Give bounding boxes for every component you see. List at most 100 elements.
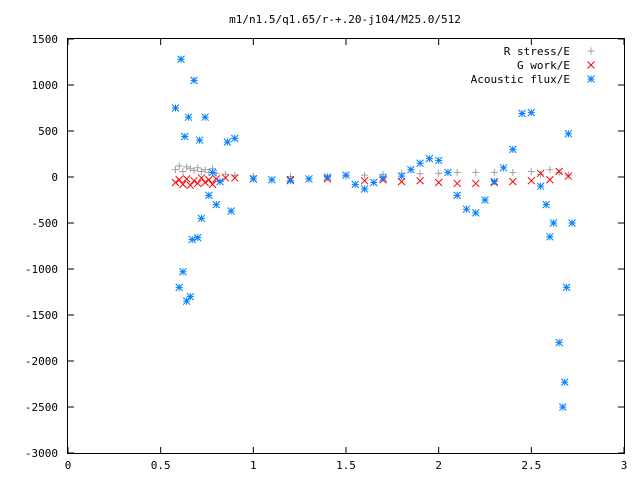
legend-label: R stress/E: [504, 45, 570, 58]
data-point: [471, 209, 480, 217]
data-point: [183, 163, 191, 171]
data-point: [179, 167, 187, 175]
data-point: [407, 165, 415, 174]
data-point: [208, 180, 217, 189]
y-tick-label: -1500: [25, 309, 58, 322]
data-point: [221, 174, 230, 182]
data-point: [342, 171, 350, 180]
data-point: [472, 168, 480, 176]
legend-label: Acoustic flux/E: [471, 73, 570, 86]
data-point: [204, 175, 213, 184]
data-point: [188, 235, 197, 244]
data-point: [171, 178, 180, 187]
data-point: [180, 132, 189, 141]
data-point: [194, 164, 202, 172]
data-point: [527, 176, 536, 185]
data-point: [175, 162, 183, 170]
data-point: [197, 167, 205, 175]
legend-marker: [587, 75, 595, 83]
legend-marker: [587, 61, 595, 69]
data-point: [186, 292, 195, 301]
data-point: [564, 129, 573, 138]
data-point: [546, 166, 554, 174]
data-point: [490, 177, 499, 186]
y-tick-label: 1500: [32, 33, 59, 46]
y-tick-label: -1000: [25, 263, 58, 276]
data-point: [453, 179, 462, 188]
data-point: [555, 338, 563, 347]
data-point: [562, 283, 571, 292]
x-tick-label: 0.5: [151, 459, 171, 472]
data-point: [490, 168, 498, 176]
data-point: [434, 156, 443, 165]
data-point: [518, 109, 526, 118]
data-point: [397, 172, 406, 180]
series-1: [171, 167, 573, 190]
data-point: [230, 134, 239, 143]
data-point: [212, 200, 221, 209]
data-point: [527, 108, 536, 117]
x-tick-label: 1.5: [336, 459, 356, 472]
data-point: [201, 178, 210, 187]
data-point: [527, 167, 535, 175]
data-point: [549, 219, 558, 227]
data-point: [508, 177, 517, 186]
data-point: [171, 166, 179, 174]
data-point: [435, 169, 443, 177]
data-point: [416, 170, 424, 178]
axis-ticks: 0 0.5 1 1.5 2 2.5 3 -3000 -2500 -2000 -1500 -1000 -5…: [25, 33, 627, 472]
legend-marker: [587, 47, 595, 55]
data-point: [481, 196, 489, 204]
data-point: [323, 173, 332, 181]
data-point: [555, 167, 563, 176]
data-point: [201, 166, 209, 174]
data-point: [471, 179, 480, 188]
data-point: [193, 233, 202, 242]
data-point: [190, 167, 198, 175]
data-point: [197, 214, 206, 223]
data-point: [560, 378, 569, 387]
data-point: [351, 180, 360, 189]
x-tick-label: 1: [250, 459, 257, 472]
data-point: [179, 180, 187, 189]
series-2: [171, 55, 576, 411]
data-point: [204, 191, 213, 200]
data-point: [369, 178, 378, 187]
data-point: [268, 175, 276, 184]
data-point: [177, 55, 185, 64]
data-point: [222, 170, 230, 178]
x-tick-label: 0: [65, 459, 72, 472]
data-point: [462, 205, 471, 214]
data-point: [223, 138, 232, 146]
y-tick-label: 0: [51, 171, 58, 184]
data-point: [546, 175, 554, 184]
x-tick-label: 3: [621, 459, 628, 472]
data-point: [286, 176, 295, 185]
x-tick-label: 2.5: [521, 459, 541, 472]
series-0: [171, 162, 572, 181]
data-point: [453, 191, 462, 200]
data-point: [227, 207, 235, 215]
data-point: [397, 177, 406, 186]
data-point: [197, 174, 206, 182]
data-point: [305, 174, 313, 183]
data-marks: [171, 55, 576, 411]
data-point: [190, 176, 198, 185]
data-point: [453, 168, 461, 176]
data-point: [568, 219, 576, 227]
data-point: [195, 136, 204, 145]
data-point: [508, 145, 517, 154]
data-point: [186, 181, 195, 190]
data-point: [193, 179, 202, 188]
y-tick-label: -3000: [25, 447, 58, 460]
x-tick-label: 2: [435, 459, 442, 472]
data-point: [379, 174, 387, 182]
y-tick-label: 1000: [32, 79, 59, 92]
data-point: [536, 182, 545, 191]
data-point: [558, 403, 567, 411]
data-point: [536, 169, 545, 178]
data-point: [564, 171, 572, 179]
data-point: [201, 113, 210, 122]
data-point: [425, 154, 434, 163]
